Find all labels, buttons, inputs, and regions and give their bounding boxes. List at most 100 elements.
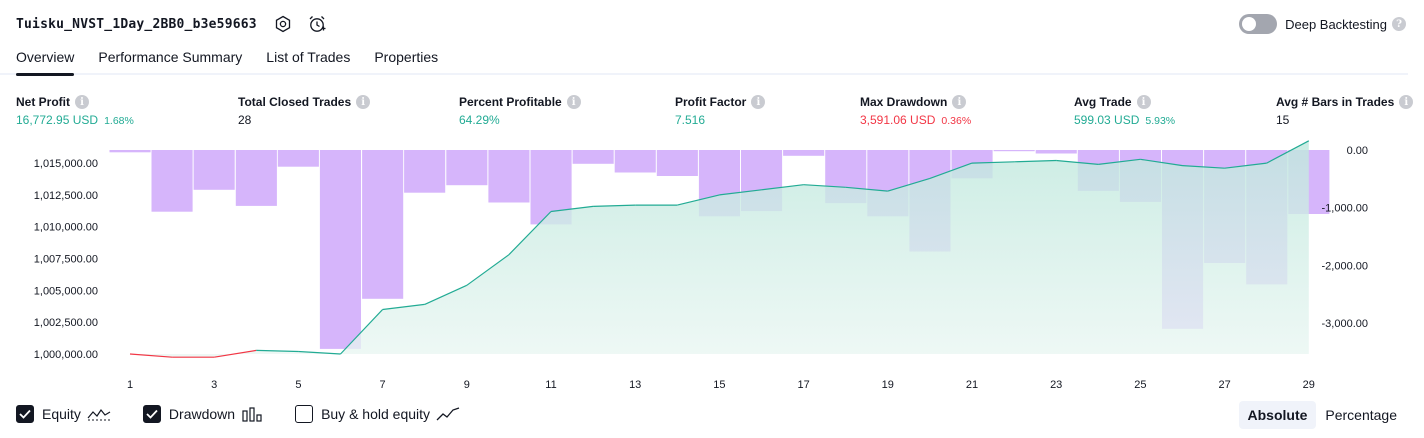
tab-properties[interactable]: Properties [374,49,439,65]
drawdown-bar [614,150,656,173]
drawdown-bar [993,150,1035,152]
equity-line-segment [845,186,888,192]
info-icon[interactable]: i [75,95,89,109]
equity-label: Equity [42,406,81,422]
x-axis-tick-label: 21 [966,379,978,391]
metric-label: Percent Profitable [459,95,562,109]
left-axis-tick-label: 1,002,500.00 [34,317,98,329]
toggle-knob [1242,17,1257,31]
metric-total-closed-trades: Total Closed Trades i 28 [238,94,371,127]
metric-value: 28 [238,113,252,127]
left-axis-labels: 1,015,000.00 1,012,500.00 1,010,000.00 1,00… [34,158,98,361]
equity-line-segment [508,211,552,256]
equity-line-segment [1014,159,1057,163]
x-axis-tick-label: 3 [211,379,217,391]
right-axis-tick-label: -3,000.00 [1322,318,1368,330]
metric-avg-trade: Avg Trade i 599.03 USD 5.93% [1074,94,1175,127]
tab-list-of-trades[interactable]: List of Trades [266,49,351,65]
strategy-title: Tuisku_NVST_1Day_2BB0_b3e59663 [16,16,257,32]
equity-line-segment [424,284,468,305]
buy-hold-series-icon [436,406,460,422]
equity-line-segment [1140,158,1183,167]
equity-line-segment [382,303,425,311]
equity-line-segment [929,162,973,179]
equity-line-segment [677,194,720,206]
equity-line-segment [593,204,636,207]
x-axis-tick-label: 1 [127,379,133,391]
metric-value: 64.29% [459,113,500,127]
metric-value: 16,772.95 USD [16,113,99,127]
alarm-clock-icon[interactable] [307,14,327,34]
equity-line-segment [1098,158,1141,165]
left-axis-tick-label: 1,010,000.00 [34,222,98,234]
strategy-header: Tuisku_NVST_1Day_2BB0_b3e59663 [16,12,327,36]
equity-fill [130,140,1309,358]
metric-label: Max Drawdown [860,95,948,109]
equity-line-segment [340,309,384,355]
tab-performance-summary[interactable]: Performance Summary [98,49,243,65]
left-axis-tick-label: 1,000,000.00 [34,349,98,361]
drawdown-bar [277,150,319,167]
drawdown-series-icon [241,406,263,422]
info-icon[interactable]: i [952,95,967,109]
x-axis-tick-label: 23 [1050,379,1062,391]
metric-percent-profitable: Percent Profitable i 64.29% [459,94,581,127]
drawdown-checkbox[interactable] [142,405,161,423]
left-axis-tick-label: 1,015,000.00 [34,158,98,170]
metric-value: 15 [1276,113,1290,127]
left-axis-tick-label: 1,007,500.00 [34,254,98,266]
drawdown-label: Drawdown [168,406,236,422]
metric-label: Profit Factor [675,95,747,109]
deep-backtesting-label: Deep Backtesting [1285,16,1387,32]
value-mode-switch: Absolute Percentage [1238,401,1407,429]
deep-backtesting-toggle[interactable] [1239,14,1278,34]
equity-checkbox[interactable] [16,405,34,423]
x-axis-tick-label: 7 [380,379,386,391]
metric-label: Avg Trade [1074,95,1132,109]
buy-hold-checkbox[interactable] [295,405,314,423]
x-axis-tick-label: 27 [1218,379,1230,391]
legend-equity[interactable]: Equity [16,405,111,423]
x-axis-tick-label: 17 [797,379,809,391]
equity-line-segment [803,184,846,188]
metric-percent: 0.36% [941,115,972,127]
equity-line-segment [971,161,1015,164]
metric-value: 3,591.06 USD [860,113,936,127]
drawdown-bar [319,150,361,349]
left-axis-tick-label: 1,005,000.00 [34,285,98,297]
legend-drawdown[interactable]: Drawdown [142,405,263,423]
percentage-button[interactable]: Percentage [1325,407,1397,423]
legend-buy-hold-equity[interactable]: Buy & hold equity [295,405,460,423]
info-icon[interactable]: i [1136,95,1151,109]
metric-net-profit: Net Profit i 16,772.95 USD 1.68% [16,94,134,127]
equity-line-segment [466,254,510,286]
info-icon[interactable]: i [751,95,766,109]
drawdown-bar [488,150,530,203]
equity-line-segment [719,189,762,196]
x-axis-tick-label: 11 [545,379,556,391]
settings-gear-icon[interactable] [273,14,293,34]
tabs-divider [0,73,1408,75]
metric-value: 599.03 USD [1074,113,1140,127]
right-axis-tick-label: 0.00 [1347,145,1368,157]
drawdown-bar [193,150,235,190]
drawdown-bar [151,150,193,212]
equity-drawdown-chart[interactable]: 1,015,000.00 1,012,500.00 1,010,000.00 1,00… [0,140,1424,395]
right-axis-tick-label: -1,000.00 [1322,203,1368,215]
info-icon[interactable]: i [566,95,581,109]
help-icon[interactable]: ? [1392,17,1406,31]
absolute-button[interactable]: Absolute [1238,401,1317,429]
metric-avg-bars-in-trades: Avg # Bars in Trades i 15 [1276,94,1414,127]
x-axis-tick-label: 25 [1134,379,1146,391]
drawdown-bar [362,150,404,299]
tab-overview[interactable]: Overview [16,44,75,76]
equity-line-segment [887,177,931,192]
x-axis-tick-label: 9 [464,379,470,391]
info-icon[interactable]: i [1399,95,1414,109]
x-axis-labels: 1 3 5 7 9 11 13 15 17 19 21 23 25 27 29 [127,379,1315,391]
metric-label: Total Closed Trades [238,95,352,109]
info-icon[interactable]: i [356,95,371,109]
buy-hold-label: Buy & hold equity [321,406,431,422]
equity-line-segment [129,353,173,358]
equity-line-segment [1224,162,1267,169]
